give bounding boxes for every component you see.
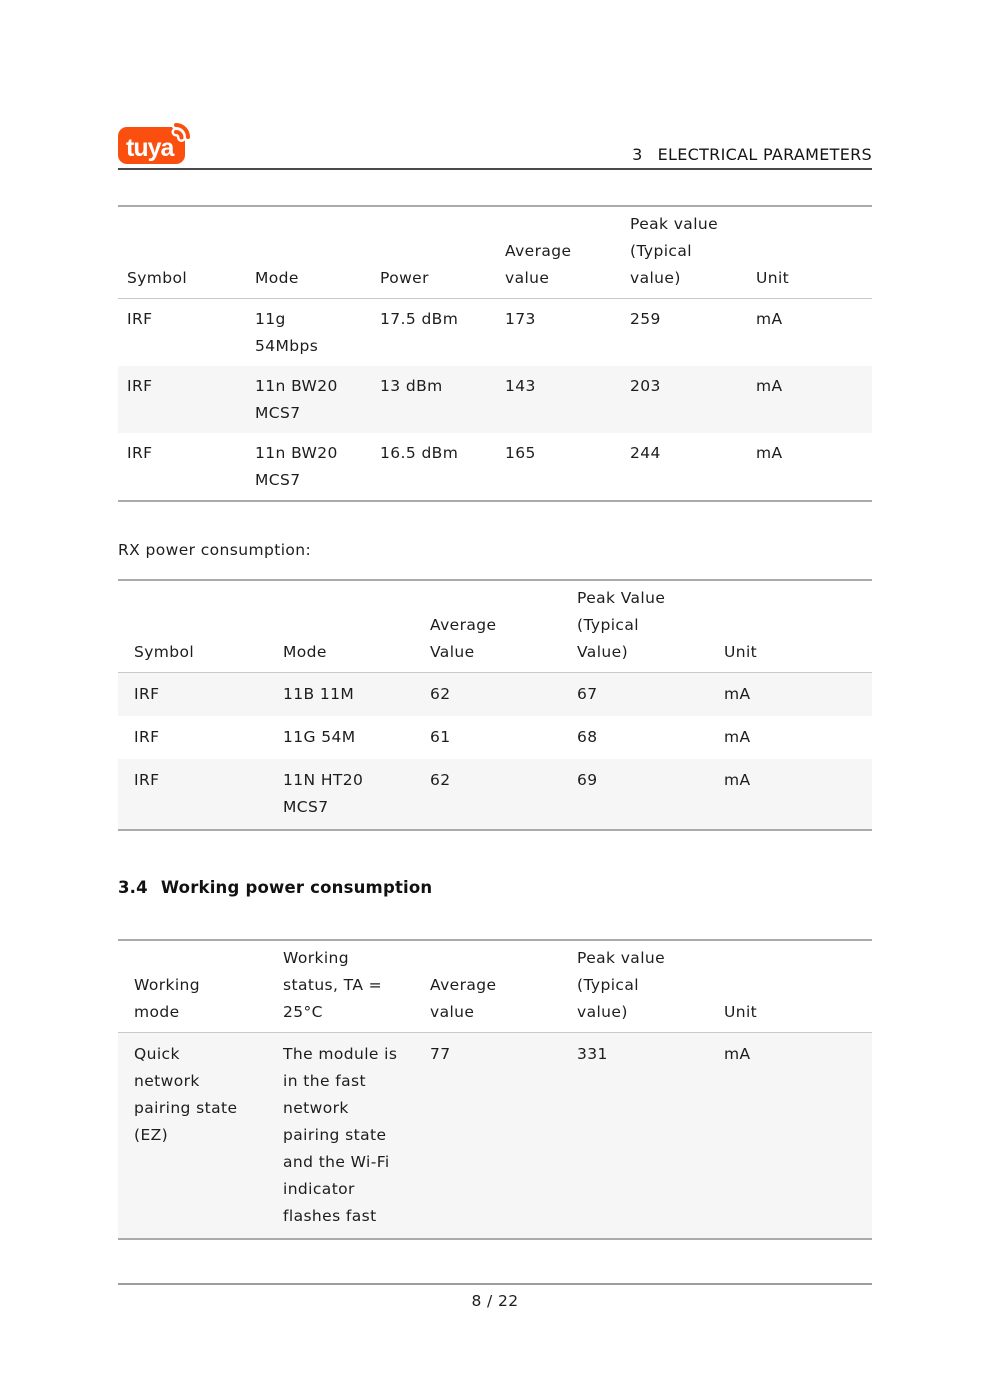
section-heading-number: 3.4 [118, 878, 148, 897]
table-cell: mA [724, 1045, 751, 1063]
table-cell: 62 [430, 685, 451, 703]
header-section-number: 3 [632, 145, 643, 164]
wifi-arc-outer-icon [174, 123, 190, 139]
table-cell: 244 [630, 444, 661, 462]
table-cell: 61 [430, 728, 451, 746]
column-header: Unit [724, 1003, 758, 1021]
table-cell: mA [756, 377, 783, 395]
tuya-logo: tuya [118, 118, 210, 168]
column-header: Unit [756, 269, 790, 287]
table-cell: 11G 54M [283, 728, 356, 746]
table-cell: IRF [127, 310, 153, 328]
table-cell: mA [756, 444, 783, 462]
table-cell: 11B 11M [283, 685, 355, 703]
table-cell: The module is in the fast network pairin… [283, 1045, 398, 1225]
tuya-logo-graphic: tuya [118, 120, 193, 164]
column-header: Average value [430, 976, 497, 1021]
table-row: IRF 11N HT20 MCS7 62 69 mA [118, 759, 872, 830]
working-power-table: Working mode Working status, TA = 25°C A… [118, 939, 872, 1240]
table-cell: 11N HT20 MCS7 [283, 771, 364, 816]
table-row: IRF 11g 54Mbps 17.5 dBm 173 259 mA [118, 299, 872, 367]
table-cell: 67 [577, 685, 598, 703]
column-header: Working mode [134, 976, 201, 1021]
table-cell: 68 [577, 728, 598, 746]
table-row: IRF 11n BW20 MCS7 13 dBm 143 203 mA [118, 366, 872, 433]
rx-power-label: RX power consumption: [118, 541, 312, 559]
table-cell: 11n BW20 MCS7 [255, 377, 338, 422]
table-cell: IRF [134, 728, 160, 746]
section-heading-title: Working power consumption [160, 878, 433, 897]
column-header: Peak value (Typical value) [577, 949, 666, 1021]
table-row: IRF 11B 11M 62 67 mA [118, 672, 872, 716]
column-header: Average value [505, 242, 572, 287]
page-header: 3 ELECTRICAL PARAMETERS [632, 144, 872, 166]
table-header-row: Working mode Working status, TA = 25°C A… [118, 940, 872, 1033]
table-cell: IRF [127, 444, 153, 462]
rx-power-table: Symbol Mode Average Value Peak Value (Ty… [118, 579, 872, 831]
column-header: Power [380, 269, 429, 287]
table-cell: 203 [630, 377, 661, 395]
table-cell: mA [724, 728, 751, 746]
table-cell: 331 [577, 1045, 608, 1063]
table-row: IRF 11G 54M 61 68 mA [118, 716, 872, 759]
table-cell: IRF [127, 377, 153, 395]
table-cell: 165 [505, 444, 536, 462]
header-title: ELECTRICAL PARAMETERS [657, 145, 872, 164]
tx-power-table: Symbol Mode Power Average value Peak val… [118, 205, 872, 502]
table-cell: IRF [134, 771, 160, 789]
table-cell: Quick network pairing state (EZ) [134, 1045, 238, 1144]
table-cell: 62 [430, 771, 451, 789]
table-cell: 17.5 dBm [380, 310, 459, 328]
column-header: Peak Value (Typical Value) [577, 589, 666, 661]
page-number: 8 / 22 [471, 1292, 519, 1310]
table-cell: 69 [577, 771, 598, 789]
header-rule [118, 168, 872, 170]
table-cell: 13 dBm [380, 377, 443, 395]
table-cell: 11g 54Mbps [255, 310, 319, 355]
column-header: Average Value [430, 616, 497, 661]
footer-rule [118, 1283, 872, 1285]
table-cell: mA [724, 685, 751, 703]
table-cell: mA [756, 310, 783, 328]
table-header-row: Symbol Mode Power Average value Peak val… [118, 206, 872, 299]
section-heading: 3.4 Working power consumption [118, 874, 432, 902]
column-header: Unit [724, 643, 758, 661]
table-cell: 77 [430, 1045, 451, 1063]
table-cell: 143 [505, 377, 536, 395]
table-cell: 11n BW20 MCS7 [255, 444, 338, 489]
column-header: Mode [255, 269, 299, 287]
column-header: Symbol [127, 269, 188, 287]
wifi-arc-inner-icon [174, 130, 184, 140]
table-cell: 173 [505, 310, 536, 328]
table-cell: 16.5 dBm [380, 444, 459, 462]
table-header-row: Symbol Mode Average Value Peak Value (Ty… [118, 580, 872, 673]
logo-wordmark: tuya [126, 134, 176, 162]
column-header: Working status, TA = 25°C [283, 949, 383, 1021]
table-cell: IRF [134, 685, 160, 703]
table-row: IRF 11n BW20 MCS7 16.5 dBm 165 244 mA [118, 433, 872, 501]
table-cell: mA [724, 771, 751, 789]
table-row: Quick network pairing state (EZ) The mod… [118, 1032, 872, 1239]
column-header: Mode [283, 643, 327, 661]
column-header: Peak value (Typical value) [630, 215, 719, 287]
table-cell: 259 [630, 310, 661, 328]
logo-background [118, 127, 185, 164]
column-header: Symbol [134, 643, 195, 661]
